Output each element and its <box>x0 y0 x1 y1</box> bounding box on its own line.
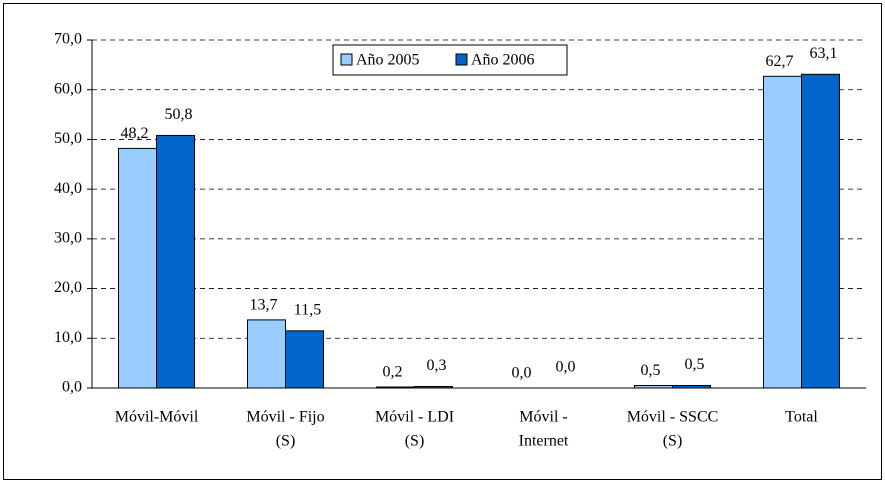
y-tick-label: 30,0 <box>54 230 82 247</box>
value-label: 0,5 <box>685 356 705 373</box>
x-tick-label: (S) <box>663 433 683 450</box>
value-label: 62,7 <box>766 53 794 70</box>
bar <box>763 75 802 389</box>
legend-swatch <box>340 53 353 66</box>
value-label: 63,1 <box>810 45 838 62</box>
y-tick-label: 60,0 <box>54 80 82 97</box>
x-tick-label: Total <box>785 409 818 426</box>
y-tick-label: 10,0 <box>54 329 82 346</box>
x-tick-label: Móvil - SSCC <box>627 409 719 426</box>
bar <box>801 73 840 389</box>
x-tick-label: (S) <box>405 433 425 450</box>
legend-box <box>332 44 568 76</box>
x-tick-label: Móvil - <box>519 409 567 426</box>
value-label: 50,8 <box>165 106 193 123</box>
x-tick-label: (S) <box>276 433 296 450</box>
x-tick-label: Móvil - Fijo <box>246 409 324 426</box>
y-tick-label: 0,0 <box>62 379 82 396</box>
value-label: 0,0 <box>512 365 532 382</box>
bar <box>285 330 324 389</box>
x-tick-label: Móvil - LDI <box>375 409 454 426</box>
bar <box>247 319 286 389</box>
bar <box>156 134 195 389</box>
y-tick-label: 20,0 <box>54 279 82 296</box>
value-label: 0,0 <box>556 359 576 376</box>
value-label: 13,7 <box>250 297 278 314</box>
y-tick-label: 70,0 <box>54 31 82 48</box>
y-tick-label: 50,0 <box>54 130 82 147</box>
legend-swatch <box>455 53 468 66</box>
value-label: 48,2 <box>121 125 149 142</box>
y-tick-label: 40,0 <box>54 180 82 197</box>
value-label: 11,5 <box>294 302 321 319</box>
x-tick-label: Internet <box>519 433 569 450</box>
value-label: 0,5 <box>641 362 661 379</box>
legend-label: Año 2006 <box>471 52 535 69</box>
legend-label: Año 2005 <box>356 52 420 69</box>
bar <box>118 147 157 389</box>
value-label: 0,2 <box>383 364 403 381</box>
value-label: 0,3 <box>427 357 447 374</box>
x-tick-label: Móvil-Móvil <box>115 409 199 426</box>
